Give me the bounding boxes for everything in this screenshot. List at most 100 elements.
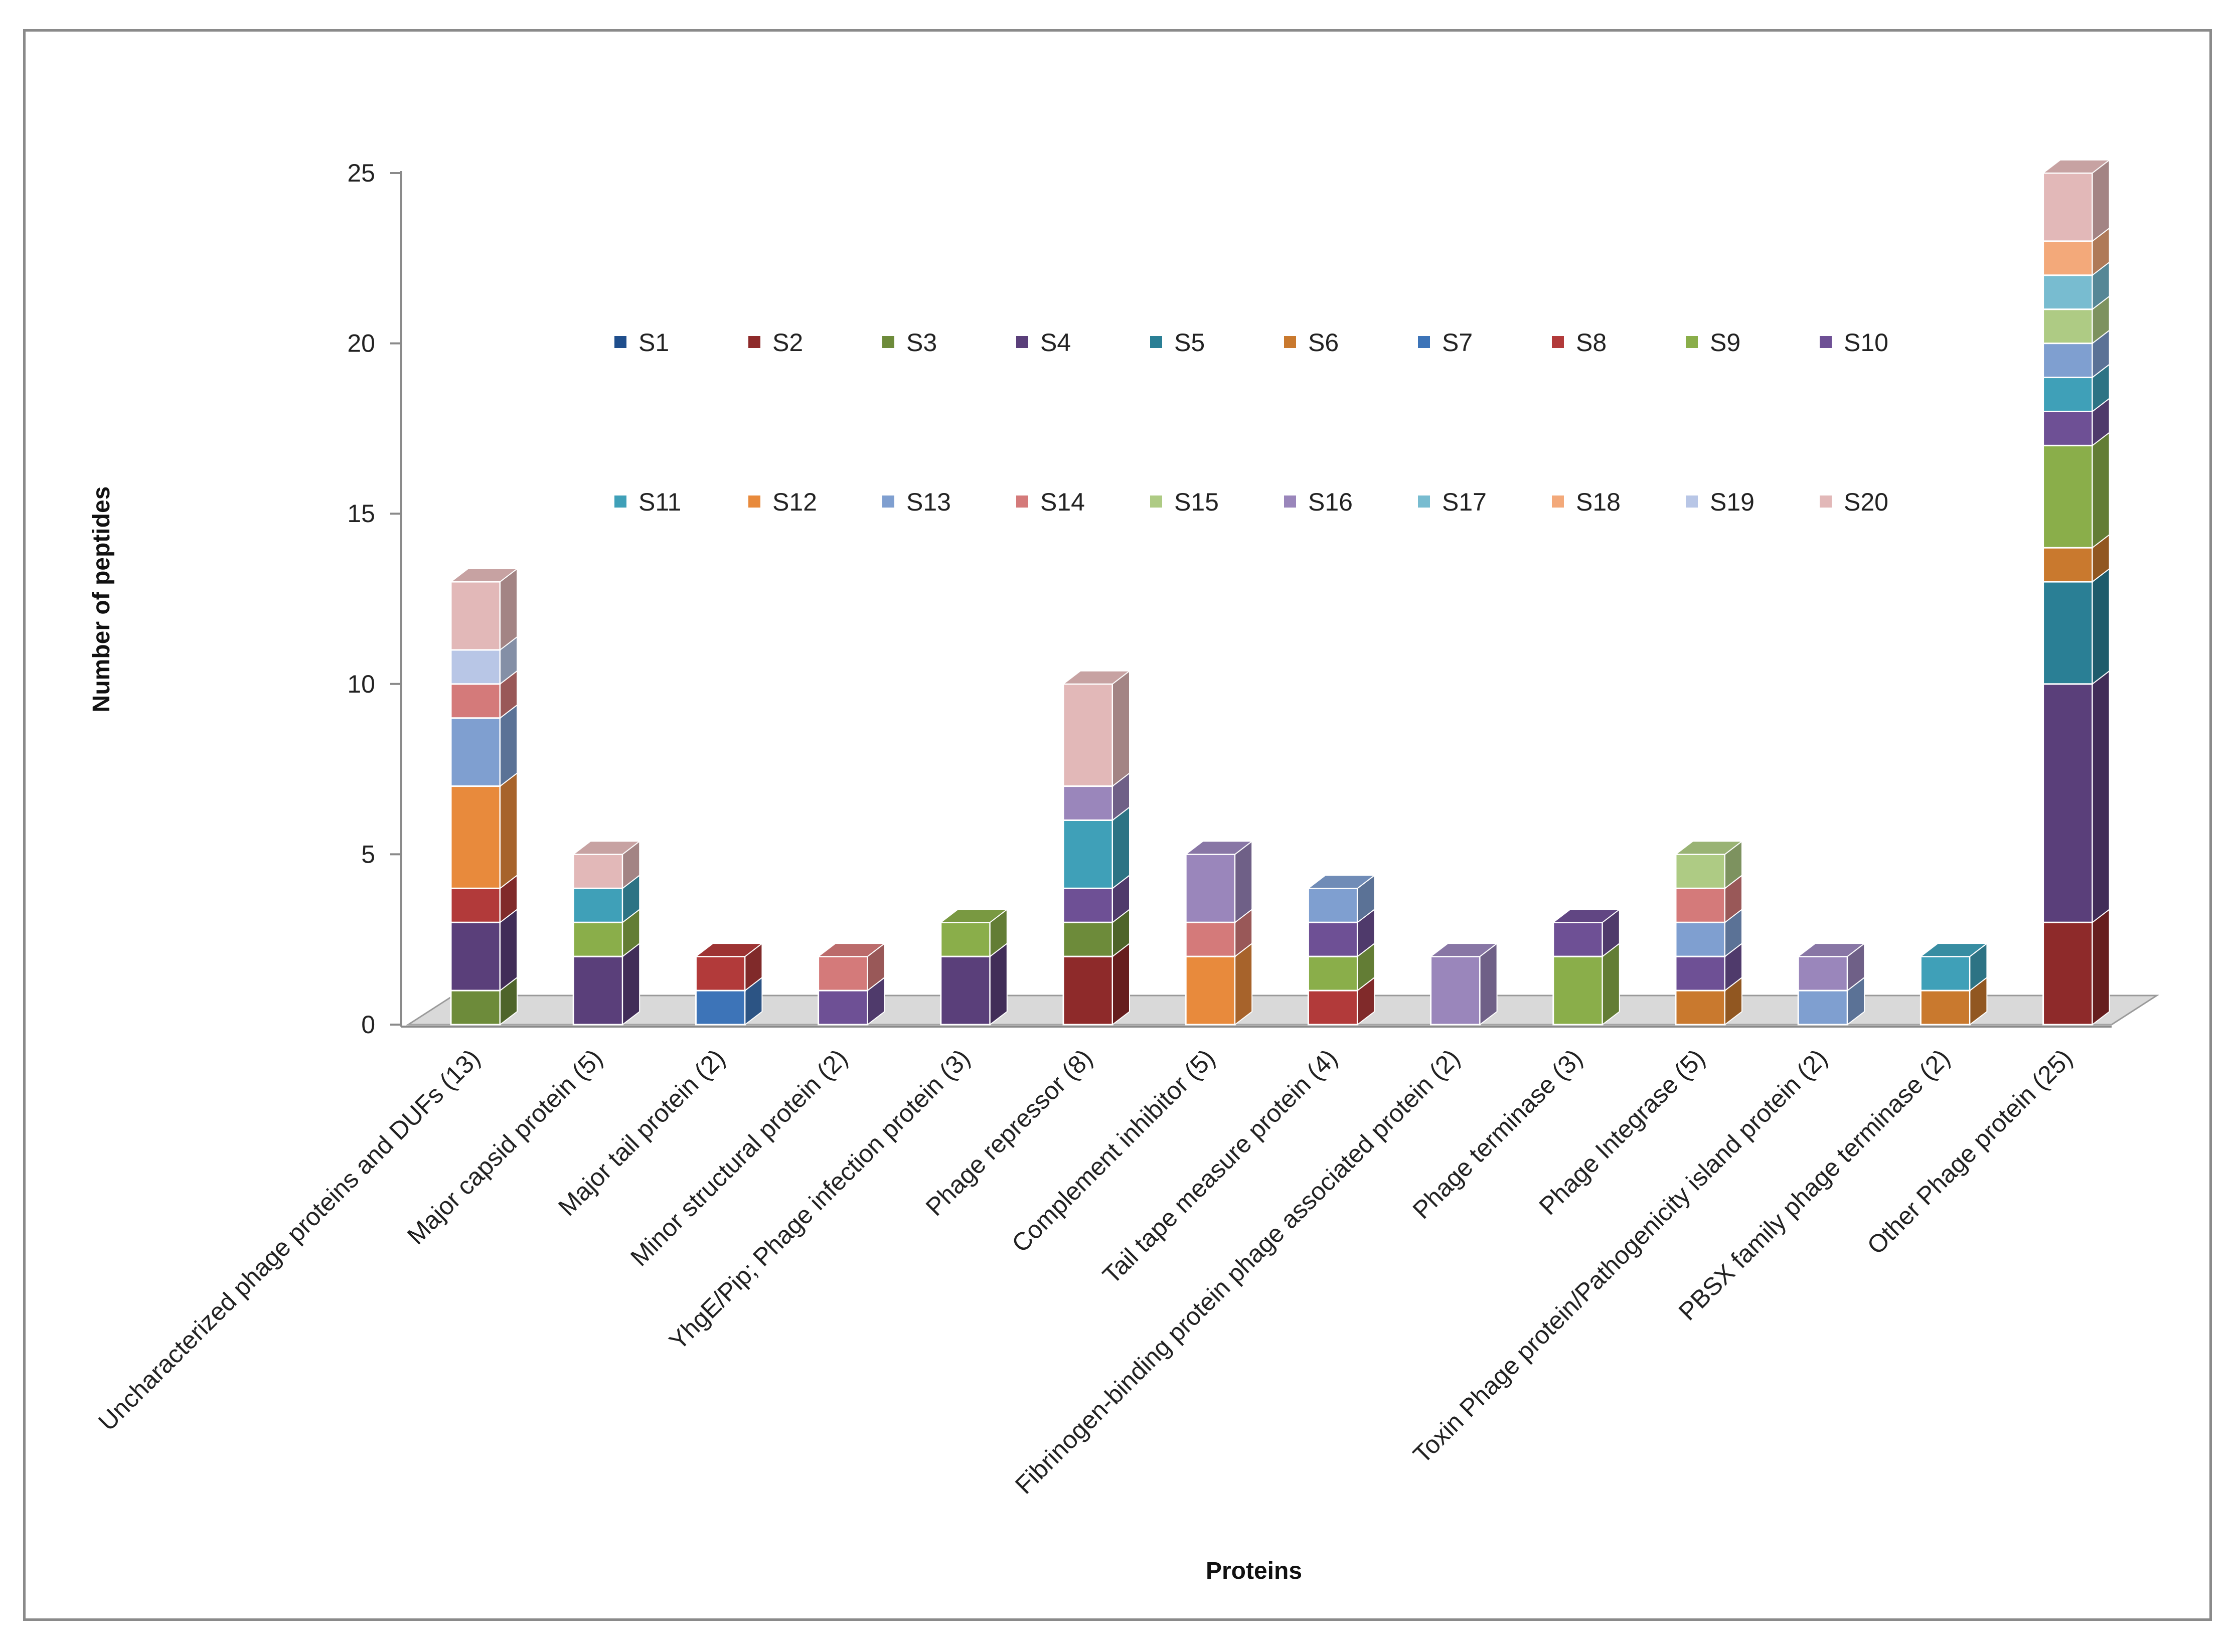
legend-item: S11 [614,488,681,516]
bar-top [1919,943,1989,957]
bar-segment [1552,921,1604,957]
bar-segment [1675,853,1726,889]
legend-label: S12 [772,488,817,516]
bar-segment [695,955,746,992]
legend-swatch [614,495,626,508]
legend-label: S18 [1576,488,1621,516]
bar-segment [1797,989,1848,1026]
bar-segment [2042,683,2094,923]
bar-segment [1675,955,1726,992]
legend-swatch [882,336,894,348]
legend-label: S16 [1308,488,1353,516]
bar-segment [2042,274,2094,310]
legend-label: S13 [906,488,951,516]
bar-top [1184,841,1254,855]
bar-top [1429,943,1499,957]
legend-label: S6 [1308,328,1339,357]
bar-stack [449,568,519,1026]
bar-segment-side [622,942,641,1026]
legend-item: S15 [1150,488,1219,516]
bar-segment [1920,955,1971,992]
bar-segment [572,955,623,1026]
bar-segment [1062,955,1113,1026]
bar-segment [1920,989,1971,1026]
bar-segment [2042,240,2094,276]
bar-stack [1919,942,1989,1026]
legend-item: S3 [882,328,937,357]
bar-segment [1675,989,1726,1026]
legend-label: S8 [1576,328,1607,357]
legend-label: S5 [1174,328,1205,357]
x-category-label: Fibrinogen-binding protein phage associa… [1010,1044,1465,1499]
legend-item: S16 [1284,488,1353,516]
legend-item: S2 [748,328,803,357]
bar-segment [2042,581,2094,685]
bar-segment-side [2092,908,2110,1026]
y-axis-title: Number of peptides [88,486,115,713]
bar-segment [450,649,501,685]
legend-label: S4 [1040,328,1071,357]
legend-label: S10 [1844,328,1888,357]
bar-segment [450,921,501,992]
bar-segment [1307,921,1358,957]
legend-item: S14 [1016,488,1085,516]
y-tick-label: 10 [347,670,375,698]
y-tick-label: 20 [347,329,375,358]
bar-segment [572,853,623,889]
y-tick-label: 5 [361,840,375,868]
bar-top [2041,159,2111,174]
bar-top [1674,841,1743,855]
bar-top [1551,909,1621,923]
bar-segment [1307,955,1358,992]
bar-segment-side [500,908,518,992]
bar-segment [450,785,501,889]
bar-segment [1062,921,1113,957]
bar-top [939,909,1009,923]
bar-top [1062,670,1131,685]
bar-segment-side [1602,942,1620,1026]
legend-item: S12 [748,488,817,516]
bar-segment [450,717,501,787]
legend-item: S20 [1820,488,1888,516]
bar-segment [2042,410,2094,446]
bar-segment [1797,955,1848,992]
bar-segment-side [989,942,1008,1026]
legend-swatch [748,495,760,508]
legend-label: S17 [1442,488,1487,516]
y-axis: 0 5 10 15 20 25 [347,159,2112,1039]
bar-segment [2042,377,2094,412]
floor-top [405,995,2160,1026]
legend-swatch [1284,495,1296,508]
legend-item: S19 [1686,488,1754,516]
bar-segment [2042,172,2094,242]
legend-swatch [1150,336,1162,348]
legend-item: S1 [614,328,669,357]
legend-item: S13 [882,488,951,516]
bar-segment [818,955,869,992]
bar-segment [2042,308,2094,345]
legend: S1 S2 S3 S4 S5 S6 S7 S8 S9 S10 S11 S12 S13 S14 S15 S16 S… [614,328,1888,516]
bar-segment [2042,343,2094,379]
bar-segment [450,989,501,1026]
bar-segment [1062,887,1113,923]
bar-segment-side [2092,431,2110,549]
bar-top [817,943,886,957]
bar-segment [572,921,623,957]
bar-segment-side [1112,942,1130,1026]
x-category-label: PBSX family phage terminase (2) [1673,1044,1955,1326]
bar-segment-side [500,772,518,890]
bar-segment [1185,853,1236,923]
y-tick-label: 15 [347,500,375,528]
bar-stack [1184,840,1254,1026]
bar-segment-side [2092,158,2110,242]
bar-segment [2042,547,2094,583]
bar-segment [450,581,501,651]
legend-label: S14 [1040,488,1085,516]
bar-stack [1551,908,1621,1026]
bar-top [1307,875,1376,889]
bar-stack [694,942,764,1026]
x-category-label: Other Phage protein (25) [1862,1044,2078,1260]
bar-top [449,568,519,583]
legend-swatch [748,336,760,348]
